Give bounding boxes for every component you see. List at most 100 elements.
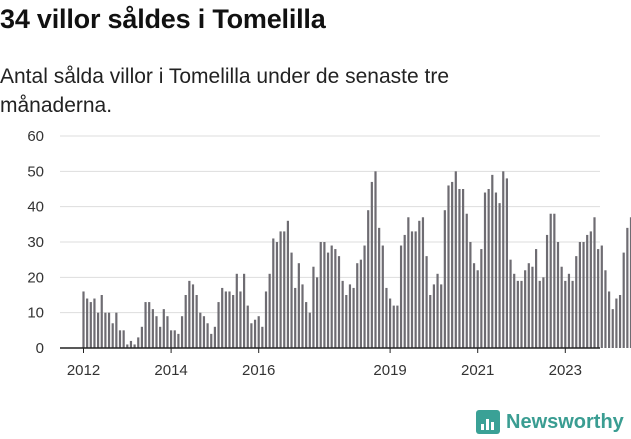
- bar: [86, 298, 89, 348]
- bar: [498, 203, 501, 348]
- bar: [151, 309, 154, 348]
- bar: [115, 312, 118, 348]
- bar: [629, 217, 631, 348]
- bar: [202, 316, 206, 348]
- bar: [326, 252, 330, 348]
- y-tick-label: 10: [27, 305, 44, 322]
- bar: [246, 305, 249, 348]
- bar: [261, 326, 264, 348]
- bar: [286, 220, 289, 348]
- bar: [513, 273, 516, 348]
- bar: [126, 344, 129, 348]
- bar: [414, 231, 417, 348]
- bar: [337, 256, 341, 348]
- bar: [290, 252, 293, 348]
- bar: [239, 291, 242, 348]
- x-tick-label: 2021: [461, 362, 494, 379]
- bar: [454, 171, 457, 348]
- brand-logo[interactable]: Newsworthy: [476, 407, 624, 437]
- bar: [97, 312, 100, 348]
- bar: [100, 295, 103, 348]
- bar: [483, 192, 487, 348]
- bar: [272, 238, 275, 348]
- bar: [348, 284, 352, 348]
- bar: [403, 234, 406, 348]
- bar: [257, 316, 260, 348]
- bar: [323, 242, 326, 348]
- bar: [228, 291, 231, 348]
- bar: [505, 178, 508, 348]
- bar: [589, 231, 592, 348]
- bar: [294, 287, 297, 348]
- y-tick-label: 30: [27, 234, 44, 251]
- x-tick-label: 2016: [242, 362, 275, 379]
- chart-subtitle: Antal sålda villor i Tomelilla under de …: [0, 65, 450, 117]
- bar: [480, 249, 483, 348]
- bar: [166, 316, 169, 348]
- bar: [122, 330, 125, 348]
- bar: [162, 309, 165, 348]
- x-tick-label: 2014: [154, 362, 187, 379]
- bar: [611, 309, 614, 348]
- bar: [618, 295, 622, 348]
- bar: [177, 333, 180, 348]
- bar: [93, 298, 96, 348]
- bar: [538, 280, 541, 348]
- bar: [586, 234, 589, 348]
- bar: [392, 305, 395, 348]
- bar: [432, 284, 435, 348]
- bar: [418, 220, 421, 348]
- bar: [305, 302, 308, 348]
- bar: [564, 280, 567, 348]
- bar: [268, 273, 271, 348]
- bar: [159, 326, 162, 348]
- page-title: 34 villor såldes i Tomelilla: [0, 4, 326, 34]
- bar: [341, 280, 344, 348]
- bar: [319, 242, 322, 348]
- bar: [509, 259, 512, 348]
- bar: [462, 189, 465, 348]
- bar: [184, 295, 187, 348]
- y-tick-label: 0: [36, 340, 44, 357]
- bar: [173, 330, 176, 348]
- bar: [527, 263, 530, 348]
- bar: [253, 319, 257, 348]
- bar: [491, 174, 494, 348]
- bar: [210, 333, 213, 348]
- bar: [155, 316, 158, 348]
- bar: [425, 256, 428, 348]
- bar: [345, 295, 348, 348]
- bar: [549, 213, 552, 348]
- bar: [359, 259, 362, 348]
- bar: [593, 217, 596, 348]
- bar: [235, 273, 238, 348]
- bar: [556, 242, 560, 348]
- bar: [451, 181, 454, 348]
- bar: [396, 305, 399, 348]
- bar: [170, 330, 173, 348]
- bar: [399, 245, 403, 348]
- bar: [476, 270, 479, 348]
- bar: [144, 302, 147, 348]
- bar: [553, 213, 556, 348]
- bar: [575, 256, 578, 348]
- bar: [567, 273, 571, 348]
- bar: [542, 277, 545, 348]
- bar: [520, 280, 523, 348]
- bar: [582, 242, 585, 348]
- bar: [421, 217, 425, 348]
- bar: [199, 312, 202, 348]
- bar: [531, 266, 534, 348]
- bar: [356, 263, 359, 348]
- bar: [440, 284, 443, 348]
- bar: [436, 273, 439, 348]
- bar: [535, 249, 538, 348]
- bar: [330, 245, 333, 348]
- bar: [133, 344, 136, 348]
- bar: [206, 323, 209, 348]
- bar: [608, 291, 611, 348]
- bar: [458, 189, 461, 348]
- bar: [370, 181, 373, 348]
- bar: [352, 287, 355, 348]
